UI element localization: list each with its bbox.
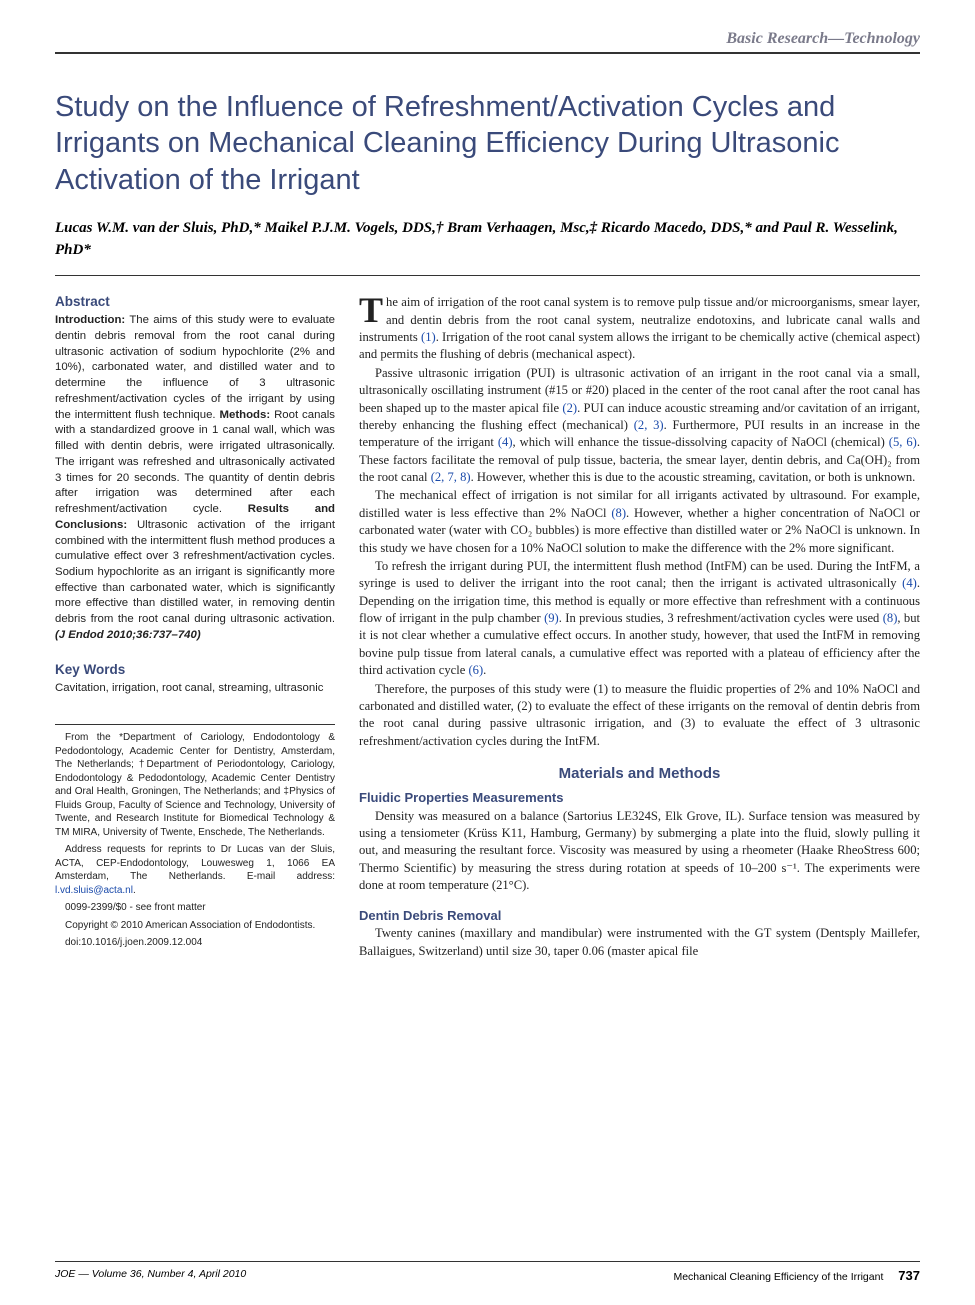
affil-issn: 0099-2399/$0 - see front matter xyxy=(55,901,335,915)
dropcap: T xyxy=(359,294,386,327)
abstract-heading: Abstract xyxy=(55,294,335,309)
keywords-list: Cavitation, irrigation, root canal, stre… xyxy=(55,681,335,697)
abstract-intro-label: Introduction: xyxy=(55,314,125,326)
ref-23[interactable]: (2, 3) xyxy=(634,418,664,432)
page-footer: JOE — Volume 36, Number 4, April 2010 Me… xyxy=(55,1261,920,1283)
abstract-methods-text: Root canals with a standardized groove i… xyxy=(55,409,335,515)
affil-copyright: Copyright © 2010 American Association of… xyxy=(55,919,335,933)
affil-email[interactable]: l.vd.sluis@acta.nl xyxy=(55,885,133,896)
ref-9[interactable]: (9) xyxy=(544,611,559,625)
body-para-3: The mechanical effect of irrigation is n… xyxy=(359,487,920,557)
body-p4e: . xyxy=(483,663,486,677)
authors-line: Lucas W.M. van der Sluis, PhD,* Maikel P… xyxy=(55,218,920,277)
body-p4a: To refresh the irrigant during PUI, the … xyxy=(359,559,920,590)
affil-address-text: Address requests for reprints to Dr Luca… xyxy=(55,844,335,882)
body-para-2: Passive ultrasonic irrigation (PUI) is u… xyxy=(359,365,920,487)
ref-1[interactable]: (1) xyxy=(421,330,436,344)
body-p2d: , which will enhance the tissue-dissolvi… xyxy=(513,435,889,449)
body-p4c: . In previous studies, 3 refreshment/act… xyxy=(559,611,883,625)
right-column: The aim of irrigation of the root canal … xyxy=(359,294,920,961)
article-title: Study on the Influence of Refreshment/Ac… xyxy=(55,89,920,198)
footer-left: JOE — Volume 36, Number 4, April 2010 xyxy=(55,1268,246,1283)
affiliations-block: From the *Department of Cariology, Endod… xyxy=(55,724,335,950)
abstract-results-text: Ultrasonic activation of the irrigant co… xyxy=(55,519,335,625)
body-p2f: . However, whether this is due to the ac… xyxy=(471,470,916,484)
abstract-intro-text: The aims of this study were to evaluate … xyxy=(55,314,335,420)
body-para-5: Therefore, the purposes of this study we… xyxy=(359,681,920,751)
body-para-4: To refresh the irrigant during PUI, the … xyxy=(359,558,920,680)
ref-8b[interactable]: (8) xyxy=(883,611,898,625)
authors-text: Lucas W.M. van der Sluis, PhD,* Maikel P… xyxy=(55,220,898,258)
fluidic-subheading: Fluidic Properties Measurements xyxy=(359,789,920,807)
dentin-text: Twenty canines (maxillary and mandibular… xyxy=(359,925,920,960)
footer-right-text: Mechanical Cleaning Efficiency of the Ir… xyxy=(673,1271,883,1283)
affil-doi: doi:10.1016/j.joen.2009.12.004 xyxy=(55,936,335,950)
header-category: Basic Research—Technology xyxy=(55,30,920,54)
ref-8[interactable]: (8) xyxy=(611,506,626,520)
fluidic-text: Density was measured on a balance (Sarto… xyxy=(359,808,920,895)
left-column: Abstract Introduction: The aims of this … xyxy=(55,294,335,961)
two-column-layout: Abstract Introduction: The aims of this … xyxy=(55,294,920,961)
dentin-subheading: Dentin Debris Removal xyxy=(359,907,920,925)
ref-6[interactable]: (6) xyxy=(468,663,483,677)
body-para-1: The aim of irrigation of the root canal … xyxy=(359,294,920,364)
affil-address: Address requests for reprints to Dr Luca… xyxy=(55,843,335,897)
body-p1b: . Irrigation of the root canal system al… xyxy=(359,330,920,361)
ref-278[interactable]: (2, 7, 8) xyxy=(431,470,471,484)
abstract-body: Introduction: The aims of this study wer… xyxy=(55,313,335,643)
materials-heading: Materials and Methods xyxy=(359,764,920,785)
ref-2[interactable]: (2) xyxy=(562,401,577,415)
keywords-heading: Key Words xyxy=(55,662,335,677)
affil-from: From the *Department of Cariology, Endod… xyxy=(55,731,335,839)
ref-4b[interactable]: (4) xyxy=(902,576,917,590)
footer-page-number: 737 xyxy=(898,1268,920,1283)
ref-4[interactable]: (4) xyxy=(498,435,513,449)
footer-right: Mechanical Cleaning Efficiency of the Ir… xyxy=(673,1268,920,1283)
abstract-methods-label: Methods: xyxy=(220,409,271,421)
abstract-citation: (J Endod 2010;36:737–740) xyxy=(55,629,201,641)
ref-56[interactable]: (5, 6) xyxy=(889,435,917,449)
